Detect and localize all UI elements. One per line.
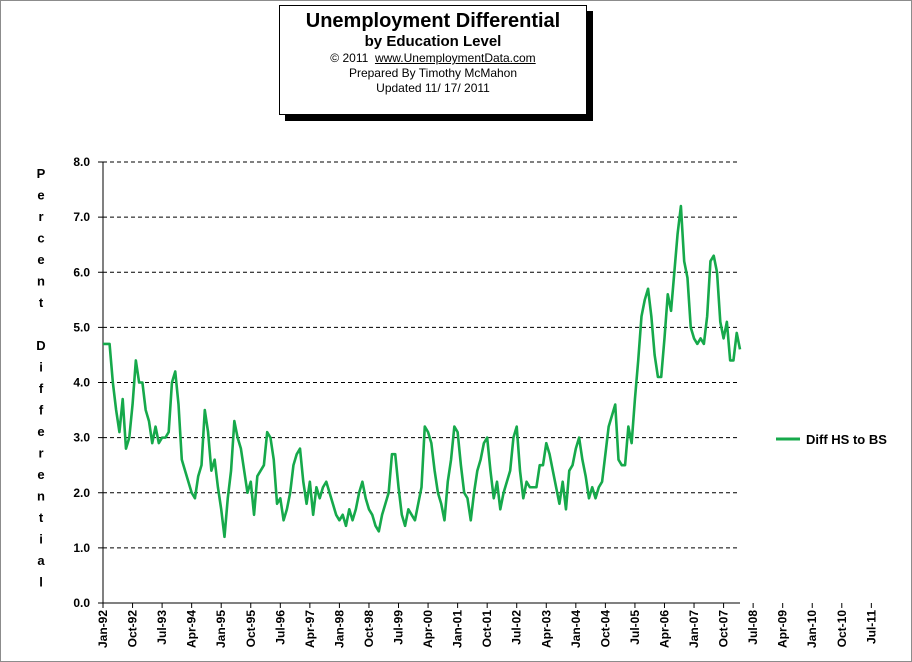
- copyright-line: © 2011 www.UnemploymentData.com: [280, 51, 586, 66]
- y-axis-label-char: t: [39, 510, 44, 525]
- x-tick-label: Jul-96: [273, 610, 287, 645]
- x-tick-label: Jan-04: [569, 610, 583, 648]
- x-axis-ticks: Jan-92 Oct-92 Jul-93 Apr-94 Jan-95 Oct-95 Jul-…: [96, 603, 878, 648]
- y-axis-label-char: c: [37, 231, 44, 246]
- x-tick-label: Jan-95: [214, 610, 228, 648]
- series-group: [103, 204, 742, 539]
- y-axis-label-char: r: [38, 209, 43, 224]
- y-axis-label-char: f: [39, 381, 44, 396]
- x-tick-label: Oct-04: [598, 610, 612, 648]
- y-axis-label-char: f: [39, 403, 44, 418]
- x-tick-label: Oct-92: [126, 610, 140, 648]
- legend-label: Diff HS to BS: [806, 432, 887, 447]
- x-tick-label: Apr-09: [776, 610, 790, 648]
- y-tick-label: 7.0: [73, 210, 90, 224]
- x-tick-label: Oct-10: [835, 610, 849, 648]
- x-tick-label: Jan-07: [687, 610, 701, 648]
- x-tick-label: Apr-06: [657, 610, 671, 648]
- y-axis-label-char: a: [37, 553, 45, 568]
- y-tick-label: 3.0: [73, 431, 90, 445]
- x-tick-label: Jul-02: [510, 610, 524, 645]
- legend: Diff HS to BS: [776, 432, 887, 447]
- y-axis-label-char: r: [38, 446, 43, 461]
- x-tick-label: Apr-97: [303, 610, 317, 648]
- x-tick-label: Jan-01: [451, 610, 465, 648]
- y-tick-label: 5.0: [73, 320, 90, 334]
- y-axis-label-char: l: [39, 575, 43, 590]
- y-axis-label-char: i: [39, 532, 43, 547]
- updated-line: Updated 11/ 17/ 2011: [376, 81, 490, 95]
- y-axis-ticks: 0.0 1.0 2.0 3.0 4.0 5.0 6.0 7.0 8.0: [73, 155, 103, 610]
- x-tick-label: Jul-11: [864, 610, 878, 644]
- y-axis-label-char: n: [37, 489, 45, 504]
- y-axis-label-char: e: [37, 467, 44, 482]
- x-tick-label: Oct-01: [480, 610, 494, 648]
- x-tick-label: Oct-95: [244, 610, 258, 648]
- x-tick-label: Oct-07: [717, 610, 731, 648]
- y-axis-label-char: i: [39, 360, 43, 375]
- chart-title: Unemployment Differential: [305, 10, 561, 32]
- y-axis-label-char: P: [37, 166, 46, 181]
- y-tick-label: 0.0: [73, 596, 90, 610]
- x-tick-label: Jul-05: [628, 610, 642, 645]
- copyright-year: © 2011: [330, 51, 369, 65]
- y-tick-label: 6.0: [73, 265, 90, 279]
- y-axis-label-char: n: [37, 274, 45, 289]
- x-tick-label: Jul-08: [746, 610, 760, 645]
- chart-subtitle: by Education Level: [364, 33, 502, 50]
- series-line-diff-hs-to-bs: [103, 204, 742, 539]
- x-tick-label: Apr-03: [539, 610, 553, 648]
- y-axis-label-char: e: [37, 188, 44, 203]
- x-tick-label: Jan-98: [332, 610, 346, 648]
- site-link[interactable]: www.UnemploymentData.com: [374, 51, 536, 65]
- y-tick-label: 2.0: [73, 486, 90, 500]
- y-axis-label-char: e: [37, 424, 44, 439]
- x-tick-label: Jan-10: [805, 610, 819, 648]
- y-axis-label-char: e: [37, 252, 44, 267]
- x-tick-label: Jul-93: [155, 610, 169, 645]
- x-tick-label: Jul-99: [392, 610, 406, 645]
- y-axis-label-char: t: [39, 295, 44, 310]
- x-tick-label: Apr-00: [421, 610, 435, 648]
- x-tick-label: Jan-92: [96, 610, 110, 648]
- x-tick-label: Apr-94: [185, 610, 199, 648]
- x-tick-label: Oct-98: [362, 610, 376, 648]
- chart-title-box: Unemployment Differential by Education L…: [279, 5, 587, 115]
- y-tick-label: 1.0: [73, 541, 90, 555]
- y-tick-label: 4.0: [73, 376, 90, 390]
- y-axis-label-char: D: [36, 338, 45, 353]
- author-line: Prepared By Timothy McMahon: [348, 66, 518, 80]
- y-tick-label: 8.0: [73, 155, 90, 169]
- axes: [102, 162, 740, 604]
